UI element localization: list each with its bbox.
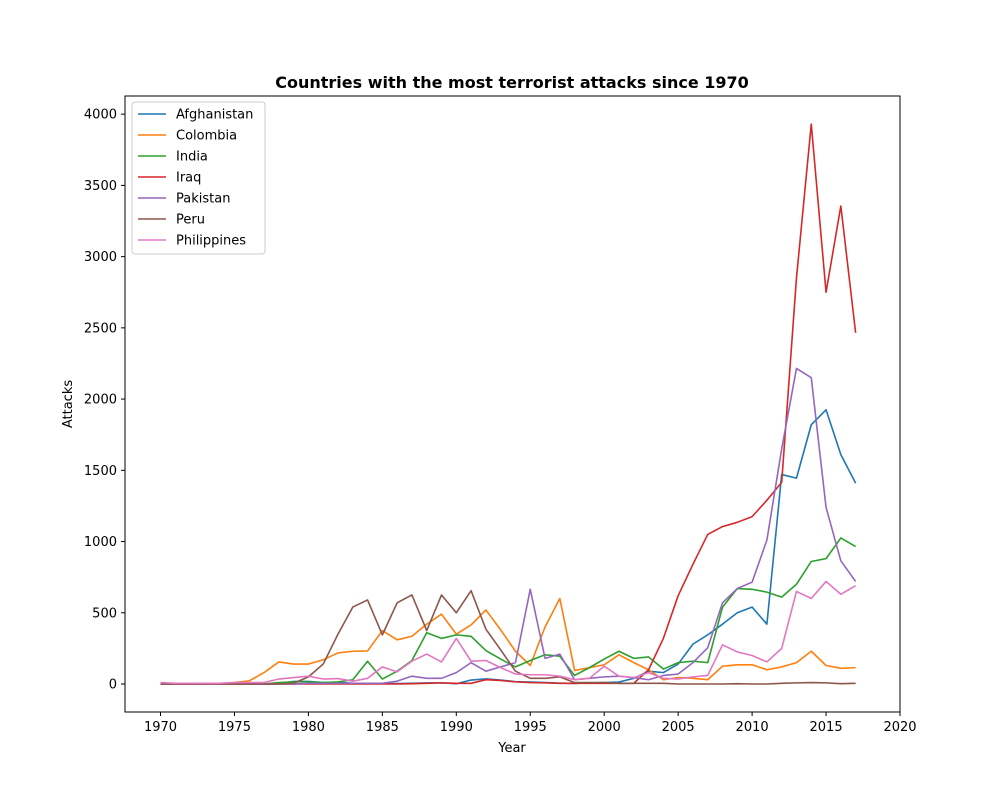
series-line-afghanistan: [160, 408, 857, 685]
legend-label-colombia: Colombia: [176, 129, 237, 144]
y-tick-label: 0: [109, 678, 117, 693]
x-tick-label: 1980: [292, 720, 325, 735]
x-tick-label: 1990: [440, 720, 473, 735]
series-line-india: [160, 537, 857, 685]
x-tick-label: 1995: [514, 720, 547, 735]
series-line-pakistan: [160, 367, 857, 685]
y-axis-label: Attacks: [61, 380, 76, 429]
legend-label-iraq: Iraq: [176, 171, 201, 186]
x-tick-label: 1970: [144, 720, 177, 735]
y-tick-label: 2000: [84, 393, 117, 408]
y-tick-label: 500: [92, 606, 117, 621]
series-line-peru: [160, 589, 856, 685]
x-tick-label: 1985: [366, 720, 399, 735]
legend-label-india: India: [176, 150, 208, 165]
y-tick-label: 1500: [84, 464, 117, 479]
y-tick-label: 4000: [84, 108, 117, 123]
legend: Afghanistan Colombia India Iraq Pakistan Peru…: [131, 101, 266, 255]
x-tick-label: 2010: [736, 720, 769, 735]
series-line-colombia: [160, 597, 856, 685]
y-tick-label: 3500: [84, 179, 117, 194]
y-tick-label: 3000: [84, 250, 117, 265]
legend-label-philippines: Philippines: [176, 234, 246, 249]
x-tick-label: 2015: [810, 720, 843, 735]
plot-frame: [124, 95, 901, 713]
y-axis: 0 500 1000 1500 2000 2500 3000 3500 4000: [84, 108, 125, 693]
x-tick-label: 2005: [662, 720, 695, 735]
y-tick-label: 1000: [84, 535, 117, 550]
legend-label-pakistan: Pakistan: [176, 192, 230, 207]
x-tick-label: 1975: [218, 720, 251, 735]
x-axis: 1970 1975 1980 1985 1990 1995 2000 2005 2010 2015…: [144, 712, 917, 735]
plot-lines: [160, 123, 857, 685]
x-axis-label: Year: [497, 741, 526, 756]
legend-label-peru: Peru: [176, 213, 205, 228]
legend-label-afghanistan: Afghanistan: [176, 108, 253, 123]
series-line-philippines: [160, 580, 857, 685]
y-tick-label: 2500: [84, 321, 117, 336]
x-tick-label: 2000: [588, 720, 621, 735]
chart-title: Countries with the most terrorist attack…: [275, 73, 749, 92]
x-tick-label: 2020: [883, 720, 916, 735]
legend-box: [131, 101, 266, 255]
